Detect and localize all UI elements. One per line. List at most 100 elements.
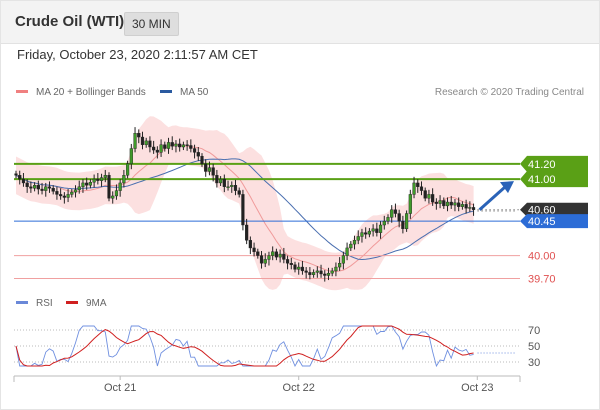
candle-body — [133, 133, 137, 149]
widget-header: Crude Oil (WTI) 30 MIN — [1, 1, 599, 44]
ma20-line — [15, 143, 474, 273]
candle-body — [442, 200, 446, 207]
candle-body — [70, 191, 74, 195]
candle-body — [77, 186, 81, 191]
resistance-label: 41.00 — [528, 174, 556, 186]
candle-body — [51, 188, 55, 192]
rsi-level-label: 30 — [528, 357, 540, 369]
support-level-label: 40.00 — [528, 251, 556, 263]
resistance-label: 41.20 — [528, 159, 556, 171]
x-tick-label: Oct 21 — [104, 382, 136, 394]
candle-body — [248, 240, 252, 249]
candle-body — [375, 228, 379, 233]
candle-body — [315, 270, 319, 273]
candle-body — [152, 146, 156, 151]
candle-body — [267, 255, 271, 260]
candle-body — [204, 163, 208, 172]
candle-body — [92, 178, 96, 183]
candle-body — [114, 190, 119, 197]
x-tick-label: Oct 22 — [283, 382, 315, 394]
candle-body — [103, 175, 107, 178]
candle-body — [129, 148, 133, 165]
last-price-label: 40.60 — [528, 205, 556, 217]
candle-body — [330, 270, 334, 274]
candle-body — [308, 272, 312, 275]
candle-body — [81, 182, 85, 187]
candle-body — [382, 220, 386, 226]
interval-badge[interactable]: 30 MIN — [124, 12, 179, 36]
source-credit: Research © 2020 Trading Central — [435, 87, 584, 98]
candle-body — [207, 167, 212, 172]
candle-body — [278, 253, 282, 258]
candle-body — [122, 175, 126, 184]
candle-body — [14, 173, 18, 176]
candle-body — [85, 182, 89, 186]
candle-body — [464, 204, 468, 209]
candle-body — [259, 255, 264, 264]
candle-body — [196, 152, 200, 157]
candle-body — [360, 232, 364, 237]
legend-label: MA 50 — [180, 87, 209, 98]
candle-body — [289, 263, 293, 265]
candle-body — [334, 266, 338, 272]
x-tick-label: Oct 23 — [461, 382, 493, 394]
support-tag — [520, 214, 588, 229]
candle-body — [233, 185, 238, 191]
candle-body — [460, 204, 464, 207]
candle-body — [96, 178, 100, 181]
candle-body — [356, 236, 360, 241]
candle-body — [300, 266, 305, 272]
candle-body — [36, 185, 40, 190]
candle-body — [434, 201, 438, 204]
candle-body — [427, 194, 431, 199]
candle-body — [252, 247, 256, 252]
candle-body — [431, 194, 435, 203]
candle-body — [47, 186, 52, 189]
support-level-label: 39.70 — [528, 274, 556, 286]
resistance-tag — [520, 171, 588, 188]
candle-body — [125, 163, 130, 176]
candle-body — [155, 149, 159, 153]
candle-body — [397, 213, 401, 222]
candle-body — [29, 186, 33, 189]
candle-body — [408, 194, 412, 214]
candle-body — [163, 144, 167, 149]
candle-body — [59, 194, 63, 197]
candle-body — [218, 178, 223, 184]
candle-body — [338, 263, 342, 268]
candle-body — [326, 272, 331, 276]
candle-body — [293, 264, 297, 270]
candle-body — [241, 194, 245, 226]
candle-body — [211, 167, 215, 176]
candle-body — [419, 186, 424, 191]
rsi-line — [15, 325, 474, 368]
candle-body — [416, 182, 420, 187]
rsi-level-label: 70 — [528, 325, 540, 337]
candle-body — [271, 251, 275, 256]
last-price-tag — [520, 202, 588, 217]
candle-body — [159, 144, 163, 153]
candle-body — [274, 251, 278, 258]
candle-body — [445, 201, 450, 207]
candle-body — [378, 224, 383, 233]
candle-body — [405, 213, 409, 230]
candle-body — [137, 133, 141, 138]
candle-body — [181, 144, 185, 148]
legend-swatch — [16, 90, 28, 93]
legend-swatch — [160, 90, 172, 93]
candle-body — [304, 270, 308, 273]
candle-body — [263, 259, 267, 264]
rsi-legend-swatch — [16, 301, 28, 304]
candle-body — [423, 190, 427, 199]
candle-body — [230, 185, 234, 187]
candle-body — [88, 181, 92, 186]
ma50-line — [15, 158, 474, 261]
candle-body — [345, 247, 349, 256]
candle-body — [390, 209, 394, 218]
candle-body — [371, 228, 375, 232]
resistance-tag — [520, 155, 588, 172]
candle-body — [144, 140, 148, 145]
candle-body — [33, 185, 37, 189]
candle-body — [73, 189, 78, 193]
